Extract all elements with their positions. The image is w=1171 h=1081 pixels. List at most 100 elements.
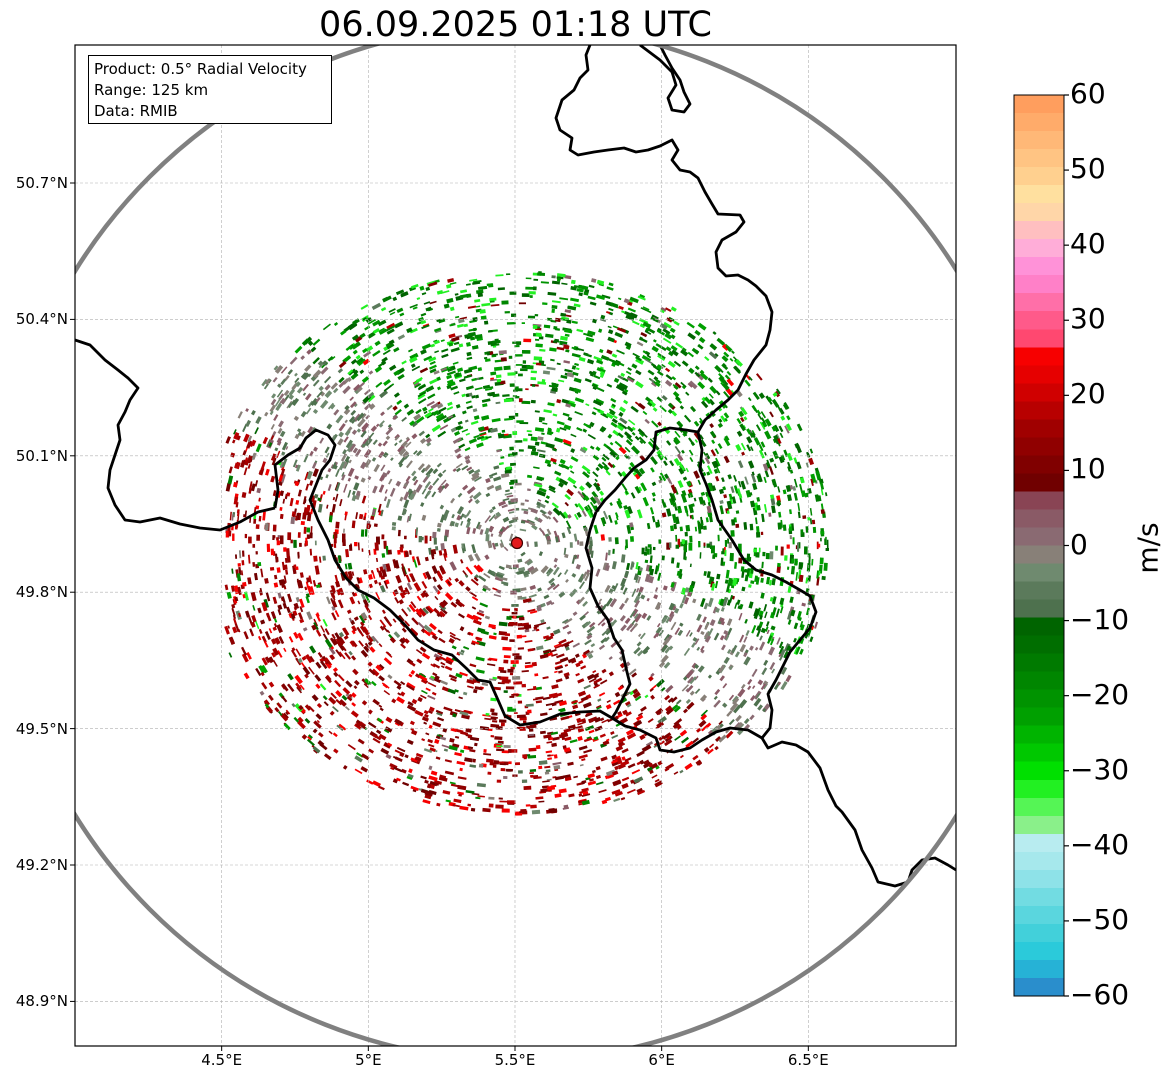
echo-gate [743,656,751,666]
echo-gate [760,592,765,599]
echo-gate [386,322,396,330]
echo-gate [527,488,531,492]
echo-gate [505,768,513,772]
echo-gate [595,774,601,780]
echo-gate [562,438,572,445]
echo-gate [596,279,605,286]
echo-gate [313,555,318,562]
echo-gate [530,436,538,442]
echo-gate [707,674,712,679]
echo-gate [518,449,524,452]
echo-gate [714,580,719,589]
echo-gate [411,365,421,372]
echo-gate [360,304,369,310]
echo-gate [427,484,434,491]
echo-gate [685,524,691,532]
echo-gate [365,414,371,420]
echo-gate [808,556,811,566]
echo-gate [704,635,712,643]
echo-gate [351,640,358,648]
echo-gate [287,532,292,541]
echo-gate [327,468,332,473]
echo-gate [364,529,368,537]
echo-gate [309,645,317,654]
echo-gate [354,335,363,343]
echo-gate [538,487,547,493]
echo-gate [342,765,348,770]
echo-gate [307,340,314,346]
echo-gate [246,440,253,449]
echo-gate [623,399,629,405]
echo-gate [520,809,527,812]
echo-gate [272,647,280,656]
echo-gate [254,427,259,435]
echo-gate [293,539,297,548]
echo-gate [600,426,607,432]
echo-gate [377,503,382,513]
echo-gate [706,543,711,548]
echo-gate [425,732,430,736]
echo-gate [361,376,370,384]
echo-gate [476,611,485,617]
echo-gate [555,793,560,797]
echo-gate [509,672,514,676]
echo-gate [333,671,339,678]
echo-gate [378,704,383,708]
echo-gate [723,391,730,399]
echo-gate [488,803,494,808]
echo-gate [614,537,619,545]
echo-gate [506,616,512,620]
echo-gate [256,534,261,541]
echo-gate [468,498,473,504]
echo-gate [273,414,279,421]
echo-gate [528,433,533,437]
echo-gate [285,710,290,716]
echo-gate [659,472,667,482]
echo-gate [428,364,437,370]
echo-gate [309,532,313,539]
echo-gate [374,542,379,551]
echo-gate [276,537,279,541]
echo-gate [272,490,277,497]
echo-gate [338,431,345,438]
echo-gate [492,720,498,723]
echo-gate [477,285,488,290]
echo-gate [499,719,507,723]
echo-gate [712,554,716,559]
echo-gate [335,521,340,529]
echo-gate [432,531,437,539]
echo-gate [592,669,597,674]
echo-gate [262,511,266,521]
echo-gate [610,397,617,403]
echo-gate [648,675,654,682]
echo-gate [258,665,266,674]
echo-gate [450,601,458,608]
echo-gate [555,678,563,683]
echo-gate [632,691,641,699]
echo-gate [743,718,750,725]
echo-gate [815,470,822,481]
echo-gate [532,686,537,691]
echo-gate [409,352,419,361]
echo-gate [704,622,710,631]
echo-gate [746,553,751,562]
echo-gate [772,607,777,616]
echo-gate [520,502,525,506]
echo-gate [607,549,611,556]
echo-gate [670,306,677,312]
echo-gate [670,525,675,532]
echo-gate [684,556,687,561]
echo-gate [342,449,348,455]
echo-gate [463,374,472,379]
echo-gate [738,410,745,418]
echo-gate [798,574,804,583]
echo-gate [448,674,458,680]
echo-gate [550,319,557,323]
echo-gate [372,319,381,327]
echo-gate [497,676,502,679]
echo-gate [707,597,714,608]
echo-gate [462,691,468,696]
echo-gate [277,650,283,658]
radar-site-marker[interactable] [510,536,524,550]
